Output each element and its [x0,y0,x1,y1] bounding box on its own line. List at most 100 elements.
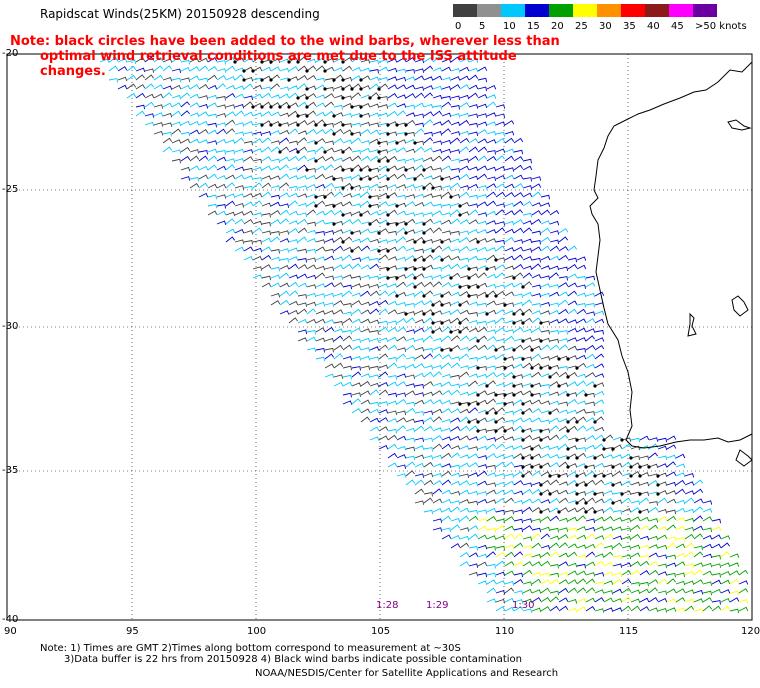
wind-barb [657,463,668,468]
wind-barb [387,462,398,468]
wind-barb [432,463,443,468]
wind-barb [387,392,398,398]
wind-barb [468,453,479,459]
wind-barb [315,77,325,83]
wind-barb [162,92,172,99]
wind-barb [513,578,524,585]
wind-barb [450,518,461,523]
contamination-circle [251,69,255,73]
wind-barb [648,501,658,506]
wind-barb [513,209,523,216]
wind-barb [189,138,200,144]
wind-barb [396,446,407,451]
wind-barb [621,527,632,533]
wind-barb [477,518,488,523]
wind-barb [702,570,713,576]
wind-barb [414,273,425,279]
contamination-circle [440,177,444,181]
wind-barb [369,329,379,335]
wind-barb [387,326,398,333]
wind-barb [486,437,497,442]
wind-barb [621,497,632,504]
wind-barb [513,219,524,225]
wind-barb [594,353,605,360]
wind-barb [540,255,551,261]
wind-barb [261,156,272,162]
wind-barb [243,201,254,207]
wind-barb [351,184,362,190]
wind-barb [342,381,353,387]
wind-barb [315,155,326,162]
wind-barb [360,408,371,414]
wind-barb [504,525,515,531]
wind-barb [333,209,344,216]
wind-barb [135,74,145,81]
wind-barb [441,185,452,190]
colorbar-swatch [645,4,669,17]
wind-barb [576,506,587,513]
lon-label: 105 [371,626,391,637]
wind-barb [540,462,551,468]
wind-barb [261,275,272,281]
wind-barb [396,266,406,272]
wind-barb [540,596,551,603]
contamination-circle [413,276,417,280]
wind-barb [513,272,524,279]
wind-barb [360,365,371,371]
wind-barb [297,294,307,299]
wind-barb [540,560,551,567]
contamination-circle [341,78,345,82]
wind-barb [675,517,686,522]
wind-barb [297,193,308,198]
contamination-circle [521,312,525,316]
wind-barb [558,330,568,335]
wind-barb [648,524,659,531]
wind-barb [297,282,308,288]
wind-barb [432,310,443,315]
wind-barb [423,472,434,478]
wind-barb [216,194,227,199]
wind-barb [522,248,533,253]
wind-barb [612,542,623,549]
wind-barb [738,580,749,585]
wind-barb [702,534,713,540]
wind-barb [558,365,568,371]
wind-barb [261,237,272,243]
wind-barb [648,535,659,541]
wind-barb [549,590,560,596]
wind-barb [576,362,587,369]
wind-barb [621,605,632,612]
wind-barb [360,155,371,162]
contamination-circle [656,474,660,478]
wind-barb [441,175,452,181]
contamination-circle [323,150,327,154]
wind-barb [405,247,416,252]
wind-barb [594,479,605,486]
contamination-circle [341,123,345,127]
wind-barb [558,425,569,432]
wind-barb [540,265,551,270]
wind-barb [666,572,676,578]
wind-barb [405,401,416,407]
wind-barb [468,552,479,558]
contamination-circle [386,195,390,199]
wind-barb [522,291,533,297]
wind-barb [459,335,470,342]
wind-barb [297,212,308,218]
wind-barb [405,383,416,388]
contamination-circle [476,420,480,424]
wind-barb [504,426,515,432]
wind-barb [279,272,290,279]
wind-barb [459,219,470,225]
wind-barb [468,436,479,441]
wind-barb [504,247,515,252]
contamination-circle [386,222,390,226]
wind-barb [531,239,541,245]
wind-barb [324,140,335,146]
contamination-circle [332,177,336,181]
wind-barb [549,535,560,541]
wind-barb [432,327,443,333]
wind-barb [423,275,434,281]
wind-barb [414,128,424,135]
wind-barb [693,488,704,495]
